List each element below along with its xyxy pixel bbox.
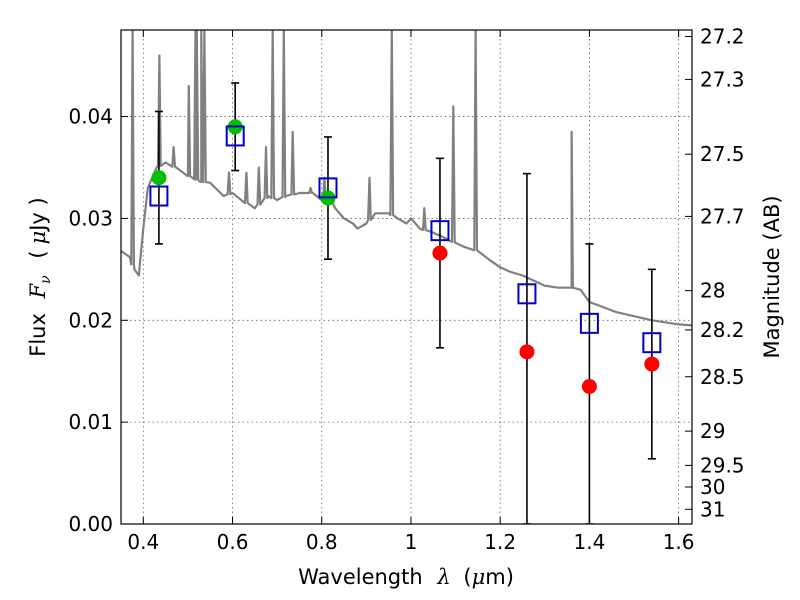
y-axis-title-symbol: F — [26, 282, 50, 299]
observed-marginal-point — [644, 356, 660, 372]
y-axis-title-unit-mu: μ — [26, 231, 50, 245]
model-photometry-point — [225, 125, 245, 147]
model-spectrum-line — [121, 30, 692, 327]
magnitude-tick-label: 27.2 — [700, 24, 745, 48]
x-axis-title-prefix: Wavelength — [298, 565, 423, 589]
y-axis-title-unit-open: ( — [26, 250, 50, 258]
x-axis-title: Wavelength λ (μm) — [298, 565, 514, 589]
magnitude-tick-label: 27.5 — [700, 142, 745, 166]
y-tick-label: 0.00 — [68, 512, 113, 536]
x-tick-label: 1 — [405, 530, 418, 554]
magnitude-tick-label: 30 — [700, 475, 725, 499]
x-tick-label: 0.4 — [127, 530, 159, 554]
model-photometry-point — [642, 332, 662, 354]
plot-area — [121, 30, 692, 524]
y-tick-label: 0.02 — [68, 308, 113, 332]
magnitude-axis-title: Magnitude (AB) — [760, 195, 784, 358]
y-axis-title-sub: ν — [38, 275, 54, 284]
model-photometry-point — [149, 185, 169, 207]
x-axis-ticks: 0.4 0.6 0.8 1 1.2 1.4 1.6 — [127, 30, 695, 554]
y-tick-label: 0.03 — [68, 206, 113, 230]
x-axis-title-unit-rest: m) — [485, 565, 514, 589]
magnitude-tick-label: 29 — [700, 419, 725, 443]
magnitude-tick-label: 27.3 — [700, 67, 745, 91]
magnitude-tick-label: 28.5 — [700, 365, 745, 389]
model-photometry-point — [430, 220, 450, 242]
x-axis-title-unit-mu: μ — [472, 565, 486, 589]
y-axis-title-prefix: Flux — [26, 313, 50, 357]
x-tick-label: 1.6 — [663, 530, 695, 554]
y-axis-title: Flux Fν ( μJy ) — [26, 197, 55, 356]
x-axis-title-unit-open: ( — [463, 565, 471, 589]
observed-detection-point — [151, 170, 167, 186]
model-photometry-point — [579, 312, 599, 334]
magnitude-tick-label: 29.5 — [700, 453, 745, 477]
y-tick-label: 0.01 — [68, 410, 113, 434]
grid-layer — [121, 30, 692, 524]
y-axis-title-unit-rest: Jy ) — [26, 197, 50, 233]
magnitude-tick-label: 28.2 — [700, 318, 745, 342]
model-photometry-point — [517, 283, 537, 305]
y-axis-ticks: 0.00 0.01 0.02 0.03 0.04 — [68, 105, 128, 536]
plot-frame — [120, 29, 693, 525]
marker-layer — [149, 119, 662, 394]
observed-marginal-point — [519, 344, 535, 360]
observed-marginal-point — [432, 245, 448, 261]
magnitude-tick-label: 31 — [700, 497, 725, 521]
x-tick-label: 0.6 — [217, 530, 249, 554]
x-axis-title-symbol: λ — [436, 565, 450, 589]
x-tick-label: 0.8 — [306, 530, 338, 554]
model-photometry-point — [318, 177, 338, 199]
observed-marginal-point — [581, 378, 597, 394]
y-tick-label: 0.04 — [68, 105, 113, 129]
magnitude-tick-label: 28 — [700, 279, 725, 303]
magnitude-tick-label: 27.7 — [700, 204, 745, 228]
x-tick-label: 1.2 — [484, 530, 516, 554]
x-tick-label: 1.4 — [573, 530, 605, 554]
